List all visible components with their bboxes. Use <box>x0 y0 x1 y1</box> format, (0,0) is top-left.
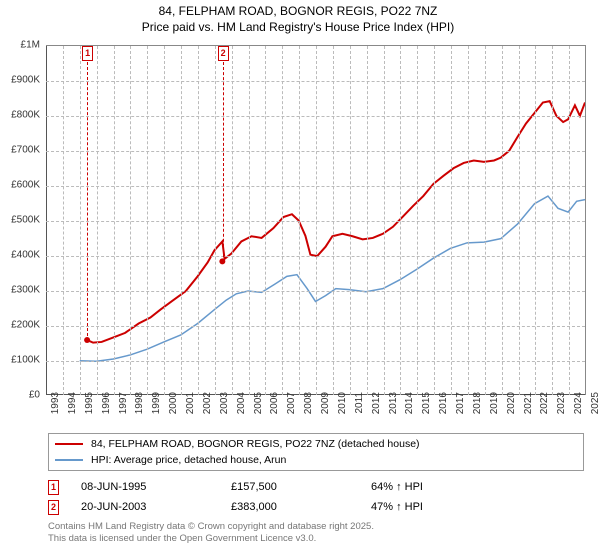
legend-swatch <box>55 459 83 461</box>
legend-item: HPI: Average price, detached house, Arun <box>55 452 577 468</box>
x-tick-label: 1994 <box>67 392 78 414</box>
footer-line-2: This data is licensed under the Open Gov… <box>48 533 592 545</box>
transaction-price: £157,500 <box>231 481 371 493</box>
x-tick-label: 1996 <box>101 392 112 414</box>
transaction-marker-icon: 2 <box>48 500 59 515</box>
y-tick-label: £100K <box>4 355 44 366</box>
transaction-price: £383,000 <box>231 501 371 513</box>
legend: 84, FELPHAM ROAD, BOGNOR REGIS, PO22 7NZ… <box>48 433 584 471</box>
y-tick-label: £900K <box>4 75 44 86</box>
transaction-date: 20-JUN-2003 <box>81 501 231 513</box>
x-tick-label: 2021 <box>523 392 534 414</box>
x-tick-label: 2003 <box>219 392 230 414</box>
x-tick-label: 1995 <box>84 392 95 414</box>
x-tick-label: 2020 <box>506 392 517 414</box>
y-tick-label: £1M <box>4 40 44 51</box>
x-tick-label: 2019 <box>489 392 500 414</box>
chart-marker: 1 <box>82 46 93 61</box>
footer-attribution: Contains HM Land Registry data © Crown c… <box>48 521 592 545</box>
x-tick-label: 2025 <box>590 392 600 414</box>
title-line-1: 84, FELPHAM ROAD, BOGNOR REGIS, PO22 7NZ <box>4 4 592 20</box>
chart-marker: 2 <box>218 46 229 61</box>
transaction-marker-icon: 1 <box>48 480 59 495</box>
transaction-hpi: 64% ↑ HPI <box>371 481 491 493</box>
y-tick-label: £800K <box>4 110 44 121</box>
x-tick-label: 2011 <box>354 392 365 414</box>
x-tick-label: 2000 <box>168 392 179 414</box>
transaction-hpi: 47% ↑ HPI <box>371 501 491 513</box>
title-line-2: Price paid vs. HM Land Registry's House … <box>4 20 592 36</box>
x-tick-label: 2009 <box>320 392 331 414</box>
legend-swatch <box>55 443 83 445</box>
x-tick-label: 2016 <box>438 392 449 414</box>
x-tick-label: 2013 <box>388 392 399 414</box>
y-tick-label: £600K <box>4 180 44 191</box>
x-tick-label: 1997 <box>118 392 129 414</box>
chart-title: 84, FELPHAM ROAD, BOGNOR REGIS, PO22 7NZ… <box>4 4 592 35</box>
legend-label: 84, FELPHAM ROAD, BOGNOR REGIS, PO22 7NZ… <box>91 438 420 450</box>
x-tick-label: 2006 <box>269 392 280 414</box>
x-tick-label: 2004 <box>236 392 247 414</box>
x-tick-label: 2007 <box>286 392 297 414</box>
x-tick-label: 2017 <box>455 392 466 414</box>
y-tick-label: £700K <box>4 145 44 156</box>
y-tick-label: £500K <box>4 215 44 226</box>
x-tick-label: 2022 <box>539 392 550 414</box>
x-tick-label: 2012 <box>371 392 382 414</box>
x-tick-label: 1998 <box>134 392 145 414</box>
legend-item: 84, FELPHAM ROAD, BOGNOR REGIS, PO22 7NZ… <box>55 436 577 452</box>
x-tick-label: 2010 <box>337 392 348 414</box>
transaction-markers: 1 08-JUN-1995£157,50064% ↑ HPI 2 20-JUN-200… <box>48 477 592 517</box>
legend-label: HPI: Average price, detached house, Arun <box>91 454 286 466</box>
transaction-date: 08-JUN-1995 <box>81 481 231 493</box>
footer-line-1: Contains HM Land Registry data © Crown c… <box>48 521 592 533</box>
y-tick-label: £200K <box>4 320 44 331</box>
transaction-row: 1 08-JUN-1995£157,50064% ↑ HPI <box>48 477 592 497</box>
x-tick-label: 2008 <box>303 392 314 414</box>
x-tick-label: 2024 <box>573 392 584 414</box>
y-tick-label: £400K <box>4 250 44 261</box>
x-tick-label: 2002 <box>202 392 213 414</box>
x-tick-label: 2014 <box>404 392 415 414</box>
chart: £0 £100K £200K £300K £400K £500K £600K £700K £80… <box>4 39 592 427</box>
x-tick-label: 2015 <box>421 392 432 414</box>
x-tick-label: 2001 <box>185 392 196 414</box>
transaction-row: 2 20-JUN-2003£383,00047% ↑ HPI <box>48 497 592 517</box>
x-tick-label: 2005 <box>253 392 264 414</box>
x-tick-label: 1993 <box>50 392 61 414</box>
x-tick-label: 2018 <box>472 392 483 414</box>
y-tick-label: £0 <box>4 390 44 401</box>
y-tick-label: £300K <box>4 285 44 296</box>
x-tick-label: 1999 <box>151 392 162 414</box>
plot-area: 12 <box>46 45 586 395</box>
x-tick-label: 2023 <box>556 392 567 414</box>
